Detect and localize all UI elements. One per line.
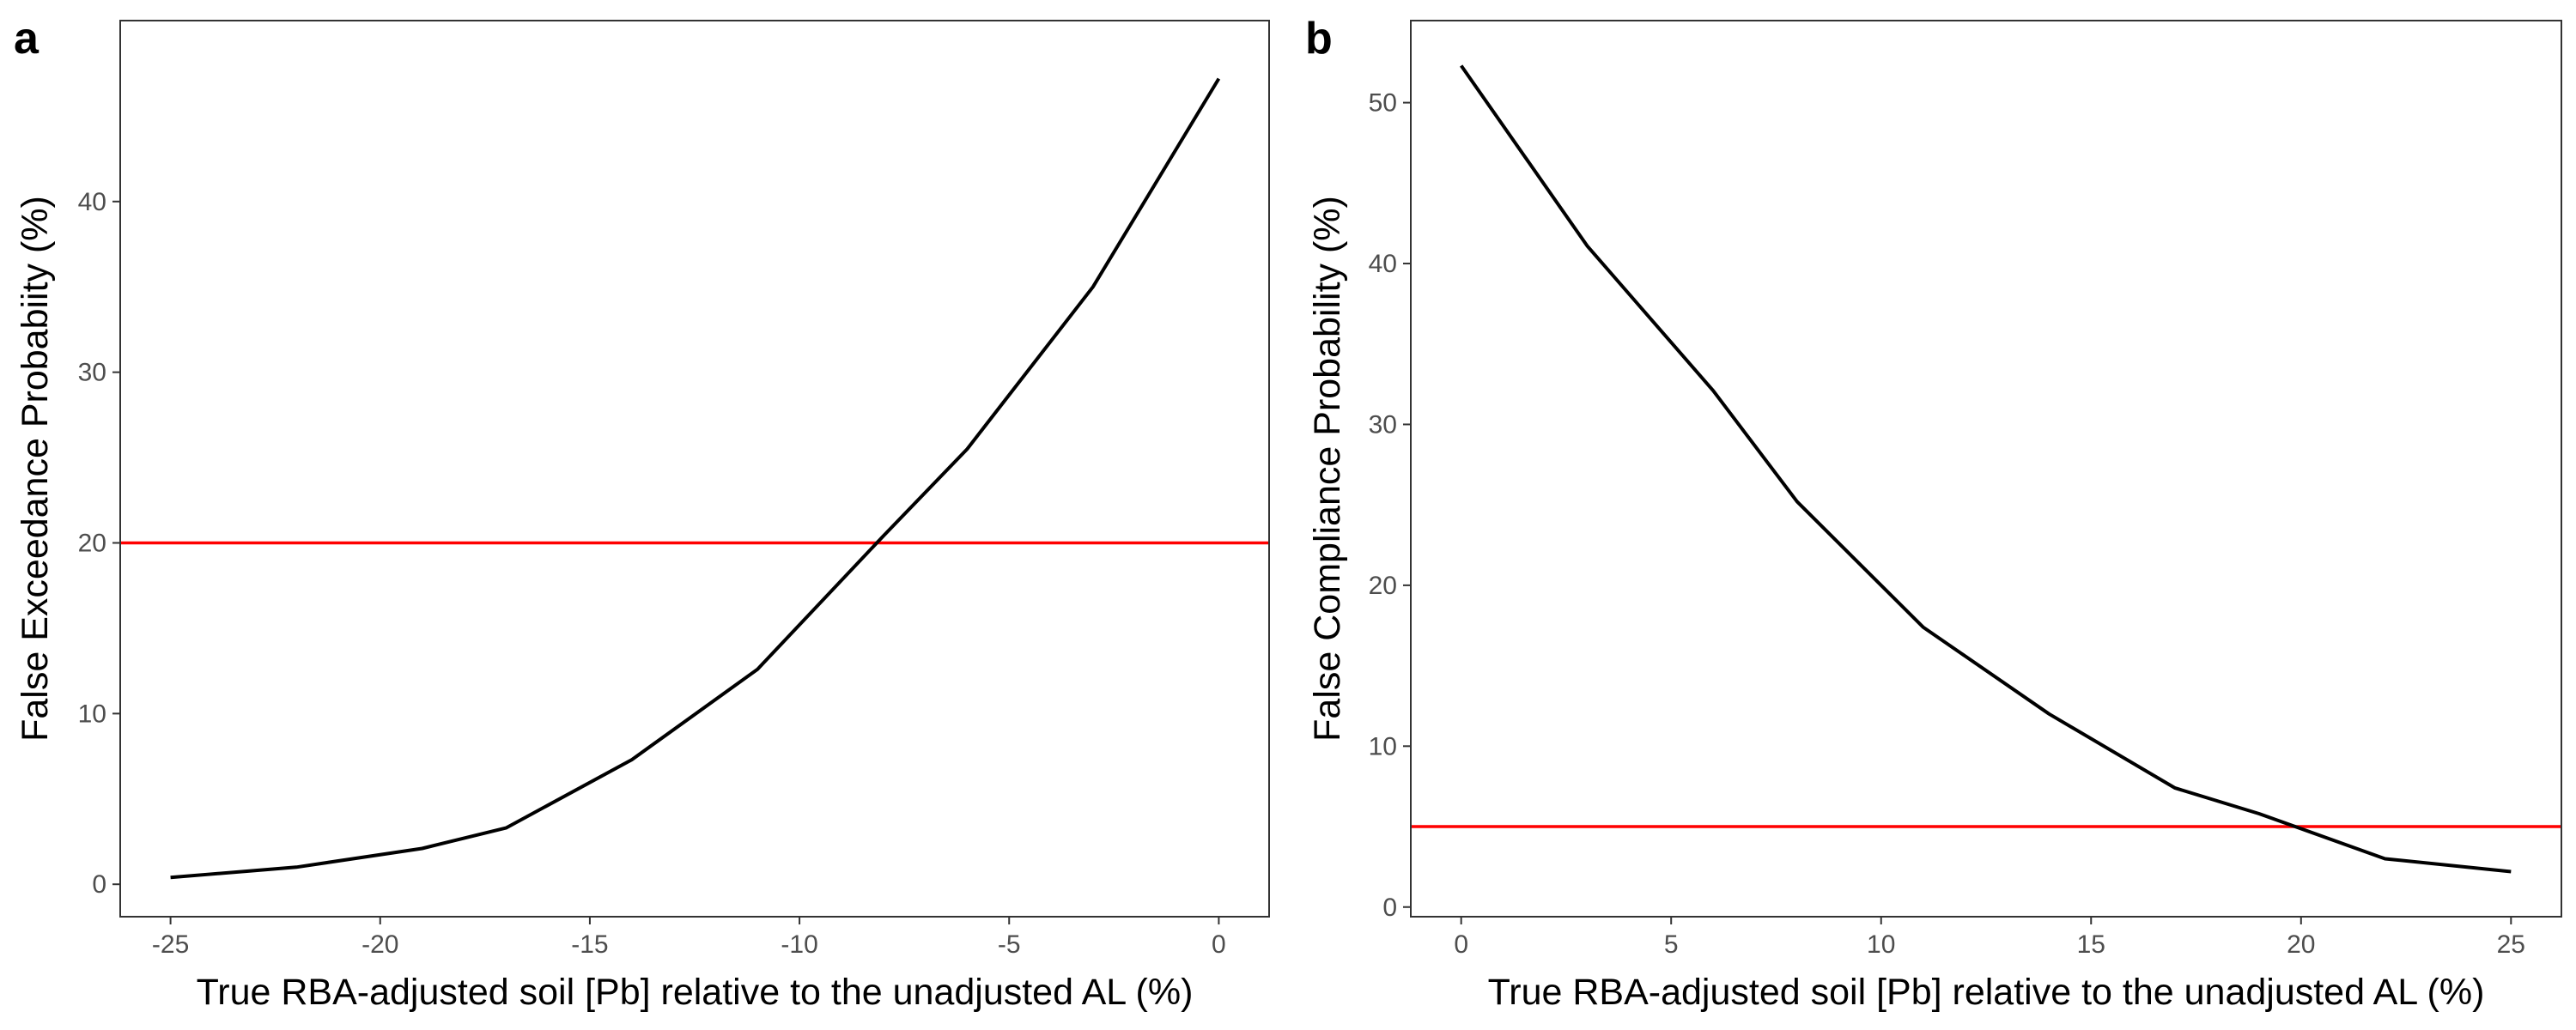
x-tick-label: 5 bbox=[1664, 930, 1679, 959]
y-tick-label: 10 bbox=[1369, 732, 1397, 760]
x-tick-label: 15 bbox=[2077, 930, 2105, 959]
y-tick-label: 10 bbox=[78, 700, 106, 728]
panel-a-y-axis-title: False Exceedance Probabiity (%) bbox=[15, 196, 56, 742]
x-tick-label: 20 bbox=[2287, 930, 2315, 959]
series-line bbox=[170, 77, 1221, 880]
y-tick-label: 0 bbox=[92, 870, 106, 899]
panel-b: b 0 10 20 30 40 50 0 5 10 15 20 25 True RBA-adjust… bbox=[1305, 14, 2562, 1013]
panel-b-label: b bbox=[1305, 14, 1333, 64]
y-tick-label: 20 bbox=[78, 530, 106, 558]
panel-b-x-ticks: 0 5 10 15 20 25 bbox=[1454, 917, 2525, 959]
x-tick-label: -5 bbox=[998, 930, 1021, 959]
x-tick-label: 25 bbox=[2497, 930, 2525, 959]
panel-a-y-ticks: 0 10 20 30 40 bbox=[78, 188, 120, 899]
y-tick-label: 50 bbox=[1369, 89, 1397, 118]
panel-b-y-axis-title: False Compliance Probability (%) bbox=[1307, 196, 1348, 742]
panel-b-y-ticks: 0 10 20 30 40 50 bbox=[1369, 89, 1411, 922]
y-tick-label: 20 bbox=[1369, 572, 1397, 600]
panel-a-x-ticks: -25 -20 -15 -10 -5 0 bbox=[152, 917, 1226, 959]
panel-a: a 0 10 20 30 40 -25 -20 -15 -10 -5 0 True RBA-adj… bbox=[14, 14, 1270, 1013]
x-tick-label: -25 bbox=[152, 930, 189, 959]
y-tick-label: 40 bbox=[1369, 250, 1397, 278]
panel-a-x-axis-title: True RBA-adjusted soil [Pb] relative to … bbox=[197, 972, 1194, 1013]
y-tick-label: 0 bbox=[1382, 894, 1397, 922]
x-tick-label: 0 bbox=[1454, 930, 1468, 959]
panel-a-plot-border bbox=[119, 20, 1270, 918]
y-tick-label: 30 bbox=[1369, 410, 1397, 439]
x-tick-label: 10 bbox=[1867, 930, 1895, 959]
panel-a-label: a bbox=[14, 14, 39, 64]
x-tick-label: -10 bbox=[781, 930, 817, 959]
series-line bbox=[1460, 64, 2512, 874]
panel-b-series bbox=[1460, 64, 2512, 874]
y-tick-label: 30 bbox=[78, 359, 106, 387]
panel-b-x-axis-title: True RBA-adjusted soil [Pb] relative to … bbox=[1488, 972, 2485, 1013]
panel-b-plot-border bbox=[1410, 20, 2562, 918]
x-tick-label: 0 bbox=[1212, 930, 1226, 959]
panel-a-series bbox=[170, 77, 1221, 880]
x-tick-label: -20 bbox=[361, 930, 398, 959]
x-tick-label: -15 bbox=[571, 930, 608, 959]
y-tick-label: 40 bbox=[78, 188, 106, 216]
